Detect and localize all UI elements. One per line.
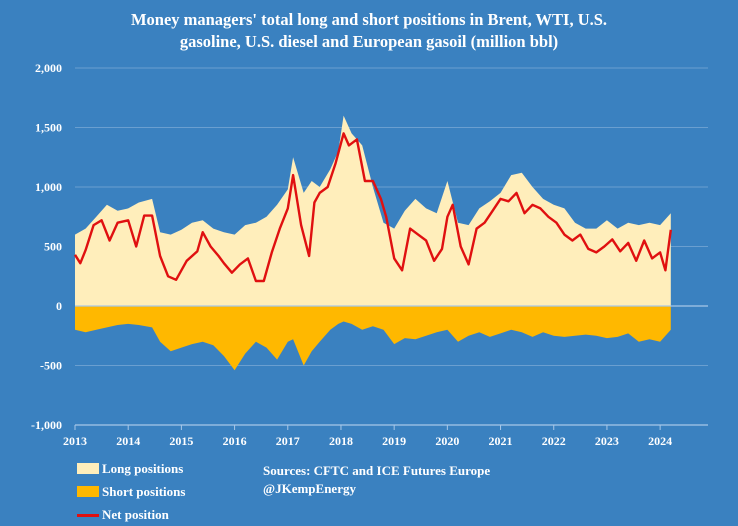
author-handle: @JKempEnergy [263,481,356,496]
x-tick-label: 2020 [435,434,459,448]
y-tick-label: 0 [56,299,62,313]
short-positions-area [75,306,671,371]
legend-long: Long positions [77,461,257,477]
x-tick-label: 2014 [116,434,140,448]
legend-short: Short positions [77,484,257,500]
long-positions-area [75,115,671,306]
axes: -1,000 -500 0 500 1,000 1,500 2,000 2013 2014 201… [31,61,708,448]
legend-short-swatch [77,486,99,497]
x-tick-label: 2022 [542,434,566,448]
short-positions-series [75,306,671,371]
legend-long-swatch [77,463,99,474]
x-tick-label: 2021 [489,434,513,448]
legend-short-label: Short positions [102,484,186,499]
x-tick-label: 2024 [648,434,672,448]
x-tick-label: 2017 [276,434,300,448]
net-position-series [73,132,672,283]
source-note: Sources: CFTC and ICE Futures Europe [263,463,491,478]
y-tick-label: 1,500 [35,121,62,135]
legend-net: Net position [77,507,257,523]
net-position-line [73,132,672,283]
x-tick-label: 2019 [382,434,406,448]
chart-title-line-1: Money managers' total long and short pos… [130,10,608,29]
legend-net-swatch [77,514,99,517]
y-tick-label: 2,000 [35,61,62,75]
y-tick-label: -500 [40,359,62,373]
long-positions-series [75,115,671,306]
x-tick-label: 2018 [329,434,353,448]
chart-title-line-2: gasoline, U.S. diesel and European gasoi… [179,32,559,51]
y-tick-label: 1,000 [35,180,62,194]
y-tick-label: -1,000 [31,418,62,432]
legend-long-label: Long positions [102,461,184,476]
x-tick-label: 2023 [595,434,619,448]
x-tick-label: 2016 [223,434,247,448]
x-tick-label: 2013 [63,434,87,448]
chart-title: Money managers' total long and short pos… [0,9,738,53]
legend-net-label: Net position [102,507,169,522]
y-tick-label: 500 [44,240,62,254]
x-tick-label: 2015 [169,434,193,448]
